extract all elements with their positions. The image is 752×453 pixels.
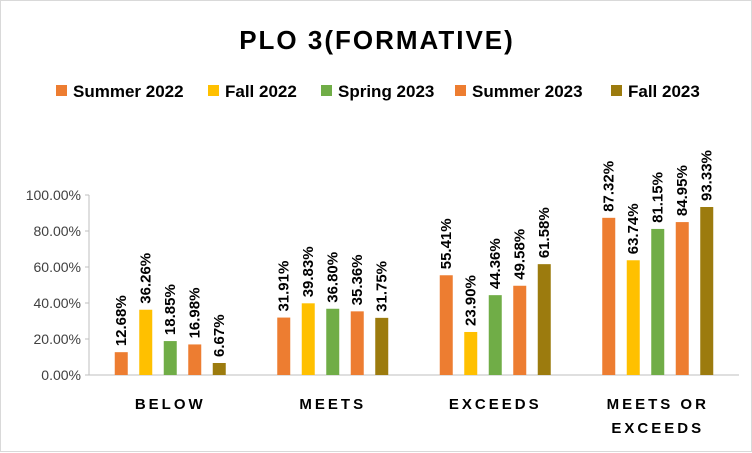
data-label: 63.74% (625, 203, 642, 254)
legend-swatch (208, 85, 219, 96)
y-tick-label: 80.00% (34, 223, 81, 239)
y-tick-label: 40.00% (34, 295, 81, 311)
y-tick-label: 60.00% (34, 259, 81, 275)
bar (464, 331, 478, 375)
legend-label: Summer 2022 (73, 82, 184, 101)
chart-title: PLO 3(FORMATIVE) (239, 25, 515, 55)
data-label: 18.85% (162, 284, 179, 335)
bar (277, 317, 291, 375)
category-label: MEETS (299, 396, 366, 413)
y-tick-label: 0.00% (41, 367, 81, 383)
bar (212, 362, 226, 375)
bar (188, 344, 202, 375)
bar (375, 317, 389, 375)
y-tick-label: 20.00% (34, 331, 81, 347)
data-label: 84.95% (674, 165, 691, 216)
bars (114, 207, 714, 375)
bar (163, 341, 177, 375)
data-label: 6.67% (211, 314, 228, 357)
data-label: 44.36% (487, 238, 504, 289)
data-label: 12.68% (113, 295, 130, 346)
data-label: 16.98% (187, 288, 204, 339)
data-label: 93.33% (699, 150, 716, 201)
bar (350, 311, 364, 375)
legend-swatch (321, 85, 332, 96)
category-label: EXCEEDS (449, 396, 542, 413)
legend-swatch (455, 85, 466, 96)
category-label: BELOW (135, 396, 206, 413)
bar (439, 275, 453, 375)
bar (602, 217, 616, 375)
data-label: 23.90% (463, 275, 480, 326)
x-axis: BELOW MEETS EXCEEDS MEETS OR EXCEEDS (89, 374, 739, 437)
data-label: 49.58% (512, 229, 529, 280)
legend-label: Fall 2022 (225, 82, 297, 101)
bar (326, 308, 340, 375)
data-label: 35.36% (349, 254, 366, 305)
data-label: 87.32% (601, 161, 618, 212)
bar (675, 222, 689, 375)
data-label: 81.15% (650, 172, 667, 223)
y-axis: 0.00% 20.00% 40.00% 60.00% 80.00% 100.00% (26, 187, 90, 383)
legend-label: Summer 2023 (472, 82, 583, 101)
bar (537, 264, 551, 375)
legend-label: Spring 2023 (338, 82, 434, 101)
legend-label: Fall 2023 (628, 82, 700, 101)
data-label: 61.58% (536, 207, 553, 258)
bar (301, 303, 315, 375)
bar (626, 260, 640, 375)
bar (114, 352, 128, 375)
bar (651, 228, 665, 375)
data-label: 31.75% (374, 261, 391, 312)
bar (139, 309, 153, 375)
data-label: 31.91% (276, 261, 293, 312)
legend-swatch (56, 85, 67, 96)
data-labels: 12.68% 36.26% 18.85% 16.98% 6.67% 31.91% 39.83… (113, 150, 716, 357)
bar (700, 207, 714, 375)
data-label: 55.41% (438, 218, 455, 269)
category-label: EXCEEDS (611, 420, 704, 437)
legend-swatch (611, 85, 622, 96)
y-tick-label: 100.00% (26, 187, 81, 203)
data-label: 39.83% (300, 246, 317, 297)
category-label: MEETS OR (607, 396, 709, 413)
legend: Summer 2022 Fall 2022 Spring 2023 Summer 20… (56, 82, 700, 101)
bar (513, 285, 527, 375)
bar (488, 295, 502, 375)
data-label: 36.26% (138, 253, 155, 304)
data-label: 36.80% (325, 252, 342, 303)
